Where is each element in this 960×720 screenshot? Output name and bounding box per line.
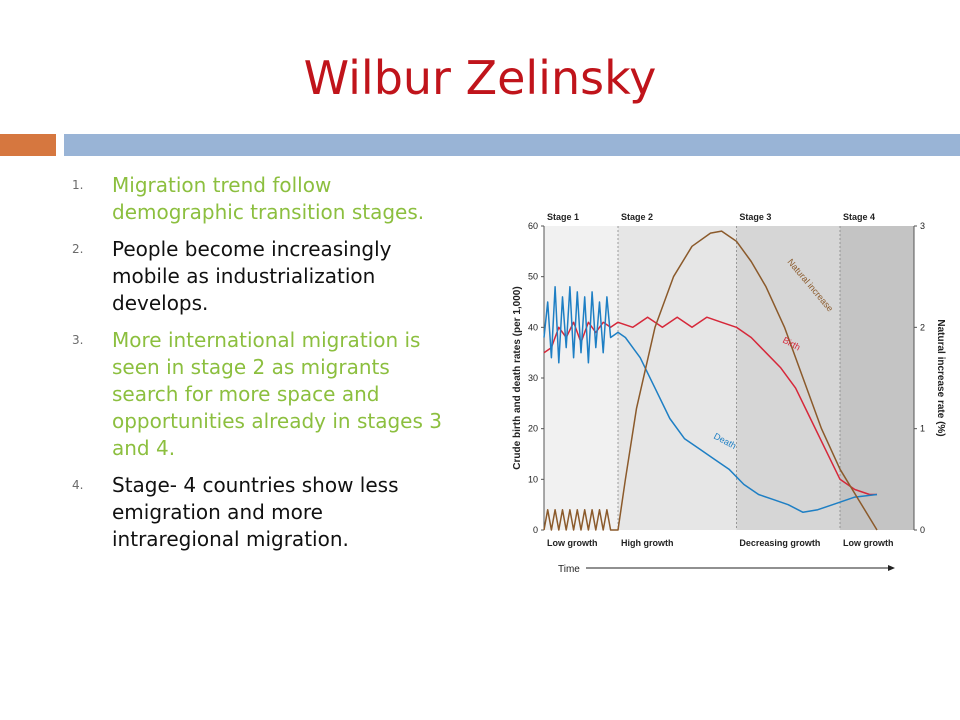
- list-number: 2.: [72, 242, 84, 256]
- stage-band: [618, 226, 737, 530]
- y-tick-label-left: 50: [528, 272, 538, 282]
- growth-label: High growth: [621, 538, 674, 548]
- y-tick-label-left: 20: [528, 424, 538, 434]
- y-tick-label-left: 60: [528, 221, 538, 231]
- stage-band: [544, 226, 618, 530]
- list-item: 2. People become increasingly mobile as …: [72, 236, 456, 317]
- list-item: 3. More international migration is seen …: [72, 327, 456, 462]
- y-tick-label-left: 40: [528, 322, 538, 332]
- stage-label: Stage 4: [843, 212, 875, 222]
- growth-label: Decreasing growth: [739, 538, 820, 548]
- stage-label: Stage 3: [739, 212, 771, 222]
- list-text: Stage- 4 countries show less emigration …: [112, 473, 399, 551]
- list-number: 4.: [72, 478, 84, 492]
- y-tick-label-left: 10: [528, 474, 538, 484]
- slide-title: Wilbur Zelinsky: [303, 51, 657, 105]
- growth-label: Low growth: [843, 538, 894, 548]
- y-tick-label-right: 3: [920, 221, 925, 231]
- y-tick-label-left: 0: [533, 525, 538, 535]
- time-arrow-head: [888, 565, 895, 571]
- points-list: 1. Migration trend follow demographic tr…: [72, 172, 456, 563]
- series-line-birth: [543, 316, 877, 496]
- list-text: Migration trend follow demographic trans…: [112, 173, 425, 224]
- list-number: 1.: [72, 178, 84, 192]
- demographic-transition-chart: Stage 1 Low growth Stage 2 High growth Stage…: [512, 212, 946, 575]
- list-item: 4. Stage- 4 countries show less emigrati…: [72, 472, 456, 553]
- series-line-natural-increase: [543, 230, 878, 531]
- y-tick-label-right: 2: [920, 322, 925, 332]
- growth-label: Low growth: [547, 538, 598, 548]
- stage-band: [840, 226, 914, 530]
- y-tick-label-right: 1: [920, 424, 925, 434]
- x-axis-title: Time: [558, 564, 580, 575]
- title-accent-bar-left: [0, 134, 56, 156]
- y-tick-label-left: 30: [528, 373, 538, 383]
- list-number: 3.: [72, 333, 84, 347]
- series-line-death: [543, 286, 878, 514]
- list-text: People become increasingly mobile as ind…: [112, 237, 392, 315]
- y-axis-title-right: Natural increase rate (%): [935, 319, 946, 436]
- stage-label: Stage 2: [621, 212, 653, 222]
- title-accent-bar-right: [64, 134, 960, 156]
- list-text: More international migration is seen in …: [112, 328, 442, 460]
- stage-label: Stage 1: [547, 212, 579, 222]
- list-item: 1. Migration trend follow demographic tr…: [72, 172, 456, 226]
- y-axis-title-left: Crude birth and death rates (per 1,000): [512, 286, 523, 469]
- y-tick-label-right: 0: [920, 525, 925, 535]
